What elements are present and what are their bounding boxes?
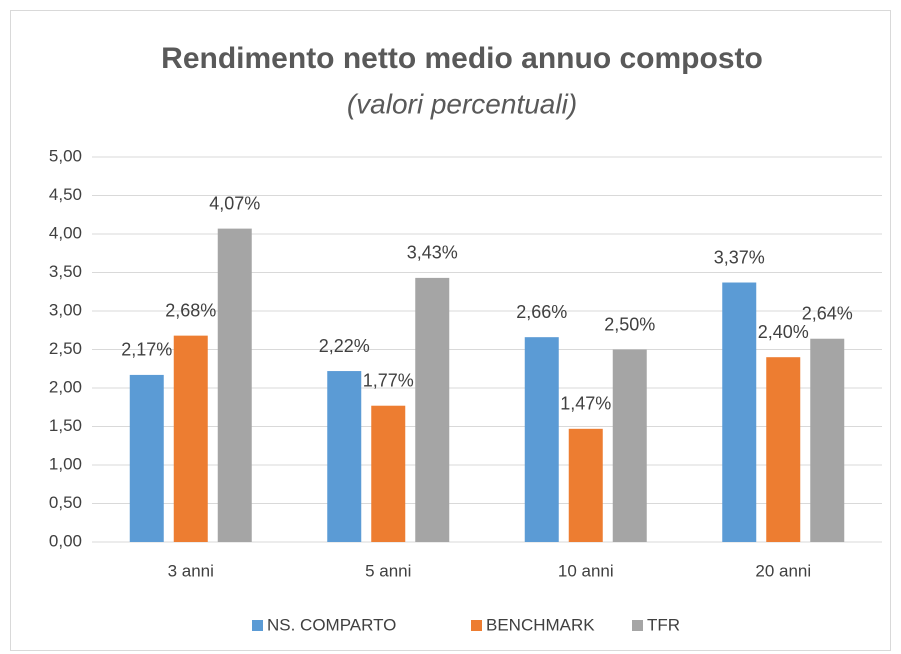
y-tick-label: 2,00 — [49, 377, 82, 396]
x-tick-label: 10 anni — [558, 561, 614, 580]
bar — [810, 338, 845, 542]
legend-swatch — [252, 620, 263, 631]
data-label: 2,64% — [802, 303, 853, 323]
legend-label: NS. COMPARTO — [267, 615, 396, 634]
legend-label: BENCHMARK — [486, 615, 595, 634]
data-label: 2,22% — [319, 336, 370, 356]
bar — [568, 428, 603, 542]
x-tick-label: 3 anni — [168, 561, 214, 580]
data-label: 1,77% — [363, 370, 414, 390]
y-tick-label: 1,00 — [49, 454, 82, 473]
legend-label: TFR — [647, 615, 680, 634]
y-tick-label: 5,00 — [49, 146, 82, 165]
y-tick-label: 1,50 — [49, 416, 82, 435]
y-tick-label: 3,00 — [49, 300, 82, 319]
data-label: 1,47% — [560, 394, 611, 414]
data-label: 2,40% — [758, 322, 809, 342]
chart-subtitle: (valori percentuali) — [347, 88, 577, 119]
legend-swatch — [632, 620, 643, 631]
bar — [173, 335, 208, 542]
bar — [524, 337, 559, 542]
bar — [722, 282, 757, 542]
legend-swatch — [471, 620, 482, 631]
bar — [327, 371, 362, 542]
bar — [415, 277, 450, 542]
data-label: 2,66% — [516, 302, 567, 322]
data-label: 2,50% — [604, 314, 655, 334]
bar — [217, 228, 252, 543]
y-tick-label: 2,50 — [49, 339, 82, 358]
y-tick-label: 0,00 — [49, 531, 82, 550]
data-label: 3,37% — [714, 247, 765, 267]
bar — [129, 374, 164, 542]
y-tick-label: 4,50 — [49, 185, 82, 204]
y-tick-label: 0,50 — [49, 493, 82, 512]
y-tick-label: 3,50 — [49, 262, 82, 281]
chart-title: Rendimento netto medio annuo composto — [161, 42, 763, 75]
data-label: 2,17% — [121, 340, 172, 360]
data-label: 4,07% — [209, 193, 260, 213]
data-label: 3,43% — [407, 243, 458, 263]
x-tick-label: 20 anni — [755, 561, 811, 580]
bar — [766, 357, 801, 542]
data-label: 2,68% — [165, 300, 216, 320]
y-tick-label: 4,00 — [49, 223, 82, 242]
bar — [371, 405, 406, 542]
bar — [612, 349, 647, 542]
x-tick-label: 5 anni — [365, 561, 411, 580]
